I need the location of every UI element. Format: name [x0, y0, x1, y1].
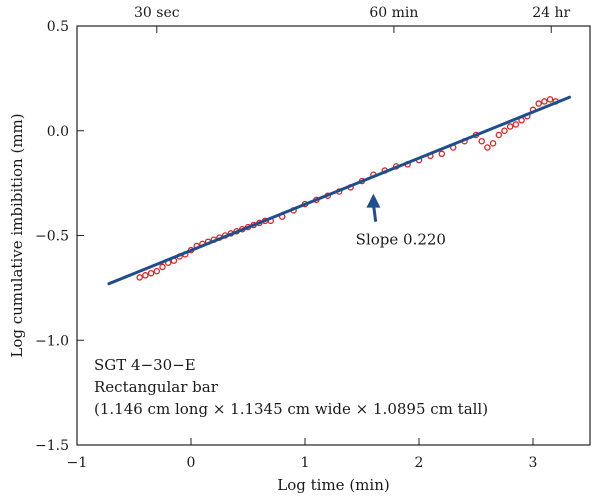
- data-point: [495, 131, 503, 139]
- data-point: [153, 267, 161, 275]
- data-point: [438, 150, 446, 158]
- x-tick-label: 3: [529, 455, 538, 471]
- top-tick-label: 60 min: [369, 5, 418, 21]
- axis-ticks: −1 0 1 2 3 −1.5 −1.0 −0.5 0.0 0.5 30 sec 60 min 24 h…: [35, 5, 571, 471]
- data-point: [501, 127, 508, 134]
- data-point: [546, 96, 554, 103]
- fit-line-segment: [107, 95, 571, 286]
- data-point: [506, 123, 514, 130]
- x-tick-label: 1: [301, 455, 310, 471]
- sample-id-label: SGT 4−30−E: [94, 356, 196, 374]
- fit-line: [107, 95, 571, 286]
- y-tick-label: −1.0: [35, 333, 69, 349]
- slope-arrow-head: [366, 193, 381, 208]
- annotation-group: [366, 193, 381, 222]
- x-tick-label: 2: [415, 455, 424, 471]
- x-axis-label: Log time (min): [277, 476, 389, 494]
- y-tick-label: −1.5: [35, 438, 69, 454]
- top-tick-label: 30 sec: [134, 5, 180, 21]
- data-point: [159, 263, 166, 271]
- data-point: [512, 121, 520, 128]
- data-point: [484, 144, 491, 151]
- x-tick-label: −1: [67, 455, 88, 471]
- data-point: [478, 137, 485, 145]
- data-point: [142, 272, 149, 279]
- slope-annotation: Slope 0.220: [356, 231, 446, 249]
- data-point: [535, 100, 542, 107]
- x-tick-label: 0: [187, 455, 196, 471]
- y-axis-label: Log cumulative imbibition (mm): [8, 113, 26, 357]
- data-point: [147, 269, 155, 277]
- sample-shape-label: Rectangular bar: [94, 378, 219, 396]
- y-tick-label: −0.5: [35, 229, 69, 245]
- top-tick-label: 24 hr: [532, 5, 570, 21]
- data-point: [136, 274, 143, 281]
- data-point: [541, 98, 548, 105]
- sample-dimensions-label: (1.146 cm long × 1.1345 cm wide × 1.0895…: [94, 400, 488, 418]
- y-tick-label: 0.5: [47, 19, 69, 35]
- y-tick-label: 0.0: [47, 124, 69, 140]
- data-point: [489, 140, 497, 147]
